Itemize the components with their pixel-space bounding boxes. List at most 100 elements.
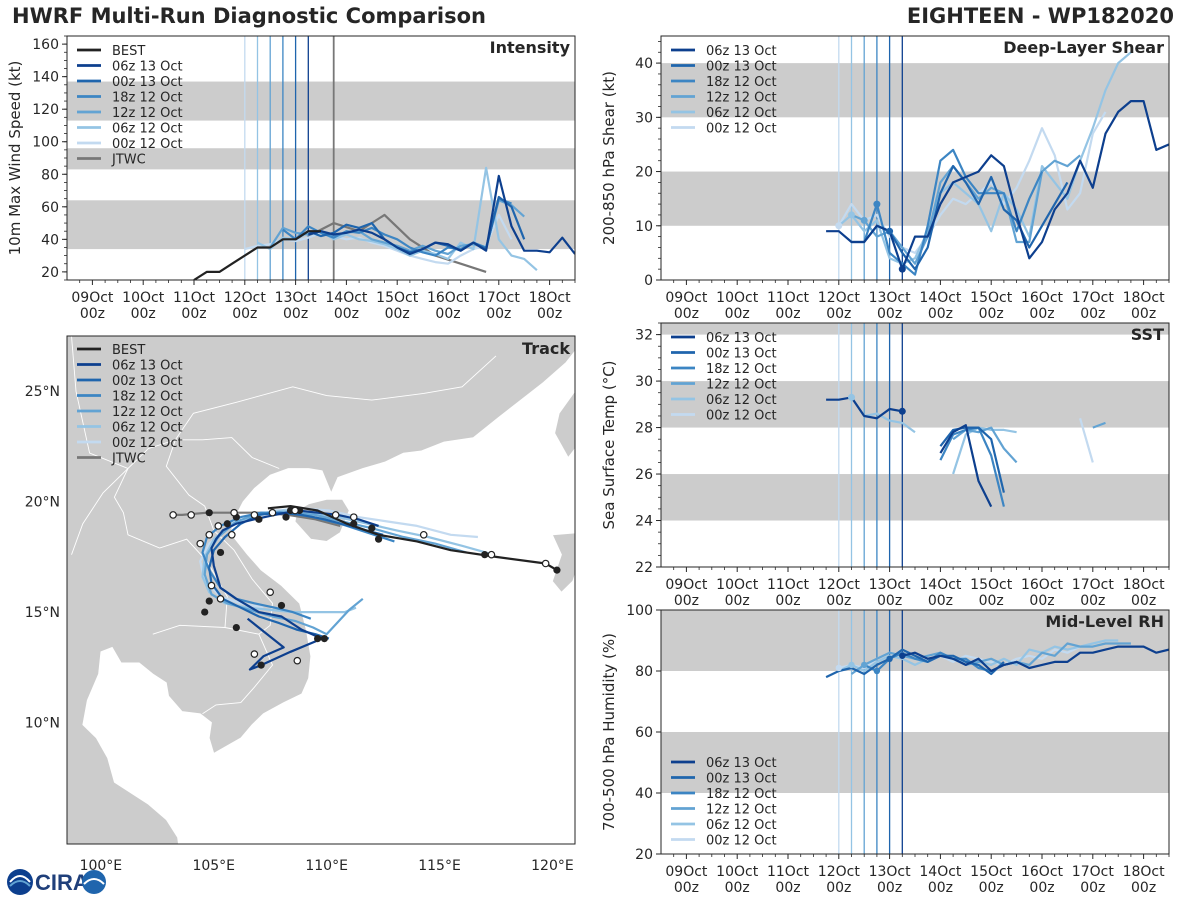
rh-xtick-day: 12Oct	[818, 864, 861, 880]
track-lat-label: 25°N	[25, 384, 60, 400]
shear-xtick-day: 09Oct	[665, 290, 708, 306]
sst-band	[661, 381, 1169, 428]
sst-band	[661, 323, 1169, 335]
luzon-island	[551, 532, 575, 593]
sst-series-18z-12-oct	[939, 426, 1005, 507]
sst-ytick-label: 28	[635, 421, 653, 437]
intensity-band	[67, 81, 575, 121]
shear-xtick-day: 11Oct	[767, 290, 810, 306]
track-position-open	[207, 581, 216, 590]
sst-init-marker	[848, 393, 855, 401]
sst-xtick-hour: 00z	[877, 593, 902, 609]
track-position-open	[268, 508, 277, 517]
track-position-filled	[368, 524, 376, 532]
intensity-xtick-hour: 00z	[486, 306, 511, 322]
track-position-open	[230, 508, 238, 517]
track-lat-label: 20°N	[25, 495, 60, 511]
sst-xtick-hour: 00z	[826, 593, 851, 609]
shear-ytick-label: 20	[635, 165, 653, 181]
sst-xtick-hour: 00z	[775, 593, 800, 609]
sst-ytick-label: 22	[635, 560, 653, 576]
intensity-legend-label: JTWC	[111, 153, 146, 168]
track-position-filled	[232, 623, 240, 632]
rh-series-06z-13-oct	[902, 645, 1169, 673]
shear-series-18z-12-oct	[863, 148, 1043, 276]
sst-series-00z-13-oct	[939, 426, 1005, 493]
rh-plot-area	[661, 610, 1169, 854]
intensity-ytick-label: 140	[32, 70, 59, 86]
track-lon-label: 110°E	[305, 858, 348, 874]
intensity-plot-area	[67, 36, 575, 280]
storm-identifier: EIGHTEEN - WP182020	[906, 4, 1174, 28]
intensity-legend-label: 06z 12 Oct	[112, 122, 183, 137]
rh-ytick-label: 80	[635, 664, 653, 680]
track-position-filled	[320, 634, 328, 643]
rh-series-00z-13-oct	[825, 648, 1005, 679]
shear-xtick-day: 16Oct	[1021, 290, 1064, 306]
sst-xtick-hour: 00z	[1029, 593, 1054, 609]
intensity-xtick-day: 17Oct	[478, 290, 521, 306]
intensity-ytick-label: 100	[32, 135, 59, 151]
intensity-xtick-day: 10Oct	[122, 290, 165, 306]
intensity-legend-label: 00z 13 Oct	[112, 75, 183, 90]
shear-init-marker	[886, 227, 894, 235]
mainland	[67, 336, 575, 844]
shear-init-marker	[848, 211, 855, 219]
intensity-ytick-label: 40	[41, 232, 59, 248]
shear-init-marker	[860, 216, 868, 224]
rh-ytick-label: 100	[626, 603, 653, 619]
intensity-xtick-hour: 00z	[334, 306, 359, 322]
rh-xtick-day: 18Oct	[1123, 864, 1166, 880]
intensity-ytick-label: 120	[32, 102, 59, 118]
intensity-xtick-day: 16Oct	[427, 290, 470, 306]
track-series-best	[267, 505, 558, 572]
track-lat-label: 15°N	[25, 605, 60, 621]
track-position-filled	[257, 661, 265, 669]
track-legend-label: 12z 12 Oct	[112, 405, 183, 420]
rh-xtick-day: 15Oct	[970, 864, 1013, 880]
track-legend-label: BEST	[112, 343, 145, 358]
sst-ytick-label: 26	[635, 467, 653, 483]
shear-init-marker	[835, 222, 843, 230]
track-position-filled	[277, 601, 286, 610]
track-position-open	[216, 595, 225, 603]
shear-init-marker	[898, 265, 906, 273]
intensity-legend-label: 06z 13 Oct	[112, 60, 183, 75]
track-frame	[66, 335, 576, 845]
intensity-series-best	[193, 230, 321, 280]
shear-xtick-day: 13Oct	[869, 290, 912, 306]
rh-xtick-day: 13Oct	[869, 864, 912, 880]
border-china	[71, 336, 280, 470]
shear-band	[661, 63, 1169, 118]
rh-panel: 2040608010009Oct00z10Oct00z11Oct00z12Oct…	[600, 603, 1170, 896]
track-position-open	[196, 539, 205, 548]
track-position-open	[349, 513, 358, 521]
rh-xtick-day: 17Oct	[1072, 864, 1115, 880]
shear-xtick-day: 10Oct	[716, 290, 759, 306]
intensity-ytick-label: 80	[41, 167, 59, 183]
intensity-ylabel: 10m Max Wind Speed (kt)	[6, 61, 24, 256]
shear-legend-label: 00z 12 Oct	[706, 122, 777, 137]
rh-legend-label: 00z 12 Oct	[706, 834, 777, 849]
border-myanmar	[71, 468, 129, 555]
track-position-filled	[282, 513, 290, 521]
shear-xtick-hour: 00z	[775, 306, 800, 322]
rh-ytick-label: 60	[635, 725, 653, 741]
intensity-ytick-label: 60	[41, 200, 59, 216]
track-legend-label: 06z 13 Oct	[112, 359, 183, 374]
shear-series-06z-12-oct	[838, 51, 1132, 265]
track-lon-label: 105°E	[192, 858, 235, 874]
sst-xtick-day: 13Oct	[869, 577, 912, 593]
track-position-filled	[374, 535, 383, 543]
intensity-ytick-label: 20	[41, 265, 59, 281]
shear-legend-label: 12z 12 Oct	[706, 91, 777, 106]
track-position-filled	[350, 520, 358, 528]
shear-ytick-label: 0	[644, 273, 653, 289]
track-position-open	[487, 550, 496, 559]
logo-seal-icon	[82, 870, 106, 894]
intensity-panel: 2040608010012014016009Oct00z10Oct00z11Oc…	[6, 35, 576, 322]
sst-xtick-day: 10Oct	[716, 577, 759, 593]
rh-xtick-hour: 00z	[877, 880, 902, 896]
intensity-xtick-hour: 00z	[283, 306, 308, 322]
sst-xtick-day: 18Oct	[1123, 577, 1166, 593]
